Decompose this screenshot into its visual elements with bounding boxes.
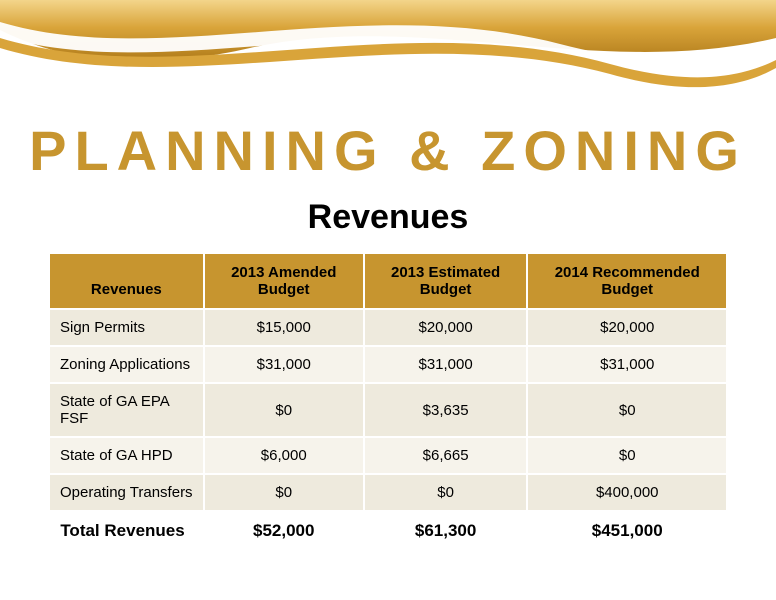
cell-value: $31,000 bbox=[204, 346, 364, 383]
table-row: State of GA EPA FSF $0 $3,635 $0 bbox=[49, 383, 727, 437]
header-swoosh bbox=[0, 0, 776, 110]
total-value: $52,000 bbox=[204, 511, 364, 551]
cell-value: $0 bbox=[364, 474, 528, 511]
col-header-2013-amended: 2013 Amended Budget bbox=[204, 253, 364, 309]
col-header-2013-estimated: 2013 Estimated Budget bbox=[364, 253, 528, 309]
cell-value: $6,000 bbox=[204, 437, 364, 474]
cell-value: $31,000 bbox=[527, 346, 727, 383]
revenues-table: Revenues 2013 Amended Budget 2013 Estima… bbox=[48, 252, 728, 552]
cell-value: $400,000 bbox=[527, 474, 727, 511]
cell-value: $3,635 bbox=[364, 383, 528, 437]
col-header-revenues: Revenues bbox=[49, 253, 204, 309]
cell-value: $0 bbox=[204, 383, 364, 437]
cell-value: $6,665 bbox=[364, 437, 528, 474]
table-row: Sign Permits $15,000 $20,000 $20,000 bbox=[49, 309, 727, 346]
revenues-table-container: Revenues 2013 Amended Budget 2013 Estima… bbox=[48, 252, 728, 552]
table-row: State of GA HPD $6,000 $6,665 $0 bbox=[49, 437, 727, 474]
cell-value: $0 bbox=[204, 474, 364, 511]
table-total-row: Total Revenues $52,000 $61,300 $451,000 bbox=[49, 511, 727, 551]
total-value: $451,000 bbox=[527, 511, 727, 551]
table-row: Zoning Applications $31,000 $31,000 $31,… bbox=[49, 346, 727, 383]
total-value: $61,300 bbox=[364, 511, 528, 551]
cell-value: $15,000 bbox=[204, 309, 364, 346]
page-subtitle: Revenues bbox=[0, 198, 776, 237]
cell-value: $20,000 bbox=[527, 309, 727, 346]
row-label: State of GA HPD bbox=[49, 437, 204, 474]
page-title: PLANNING & ZONING bbox=[0, 118, 776, 183]
row-label: Zoning Applications bbox=[49, 346, 204, 383]
row-label: Sign Permits bbox=[49, 309, 204, 346]
cell-value: $0 bbox=[527, 383, 727, 437]
col-header-2014-recommended: 2014 Recommended Budget bbox=[527, 253, 727, 309]
cell-value: $20,000 bbox=[364, 309, 528, 346]
cell-value: $0 bbox=[527, 437, 727, 474]
table-row: Operating Transfers $0 $0 $400,000 bbox=[49, 474, 727, 511]
row-label: Operating Transfers bbox=[49, 474, 204, 511]
cell-value: $31,000 bbox=[364, 346, 528, 383]
total-label: Total Revenues bbox=[49, 511, 204, 551]
table-header-row: Revenues 2013 Amended Budget 2013 Estima… bbox=[49, 253, 727, 309]
row-label: State of GA EPA FSF bbox=[49, 383, 204, 437]
